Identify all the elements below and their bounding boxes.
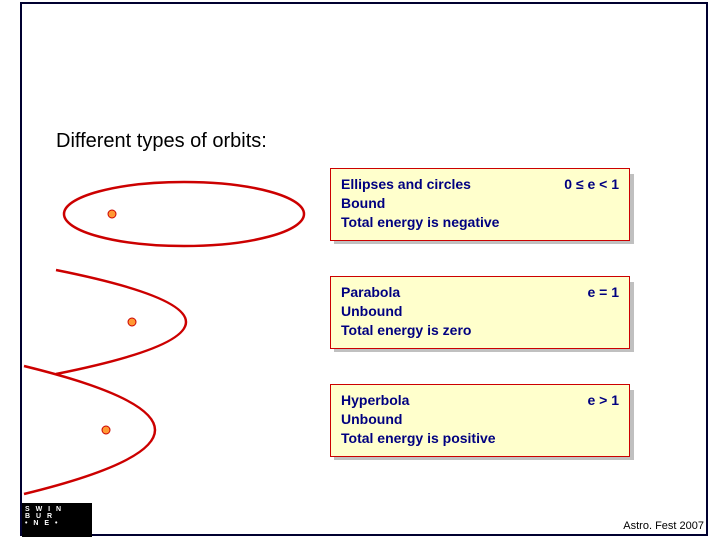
parabola-shape — [56, 270, 186, 374]
orbit-ecc: 0 ≤ e < 1 — [564, 175, 619, 194]
slide-title: Different types of orbits: — [56, 130, 267, 153]
orbit-binding: Unbound — [341, 302, 619, 321]
orbit-binding: Unbound — [341, 410, 619, 429]
logo-line: • N E • — [25, 520, 89, 527]
orbit-energy: Total energy is zero — [341, 321, 619, 340]
orbit-energy: Total energy is positive — [341, 429, 619, 448]
orbit-ecc: e > 1 — [587, 391, 619, 410]
hyperbola-diagram — [56, 384, 316, 474]
orbit-ecc: e = 1 — [587, 283, 619, 302]
orbit-row-hyperbola: Hyperbola e > 1 Unbound Total energy is … — [56, 384, 676, 472]
parabola-focus-icon — [128, 318, 136, 326]
swinburne-logo: S W I N B U R • N E • — [22, 503, 92, 537]
ellipse-shape — [64, 182, 304, 246]
hyperbola-shape — [24, 366, 155, 494]
ellipse-info-box: Ellipses and circles 0 ≤ e < 1 Bound Tot… — [330, 168, 630, 241]
footer-text: Astro. Fest 2007 — [623, 520, 704, 532]
orbit-name: Hyperbola — [341, 391, 409, 410]
orbit-binding: Bound — [341, 194, 619, 213]
orbit-row-parabola: Parabola e = 1 Unbound Total energy is z… — [56, 276, 676, 364]
hyperbola-focus-icon — [102, 426, 110, 434]
parabola-info-box: Parabola e = 1 Unbound Total energy is z… — [330, 276, 630, 349]
slide-content: Different types of orbits: Ellipses and … — [0, 0, 720, 540]
orbit-name: Parabola — [341, 283, 400, 302]
logo-line: S W I N — [25, 506, 89, 513]
logo-line: B U R — [25, 513, 89, 520]
ellipse-focus-icon — [108, 210, 116, 218]
ellipse-diagram — [56, 168, 316, 258]
parabola-diagram — [56, 276, 316, 366]
orbit-row-ellipse: Ellipses and circles 0 ≤ e < 1 Bound Tot… — [56, 168, 676, 256]
orbit-energy: Total energy is negative — [341, 213, 619, 232]
orbit-name: Ellipses and circles — [341, 175, 471, 194]
hyperbola-info-box: Hyperbola e > 1 Unbound Total energy is … — [330, 384, 630, 457]
